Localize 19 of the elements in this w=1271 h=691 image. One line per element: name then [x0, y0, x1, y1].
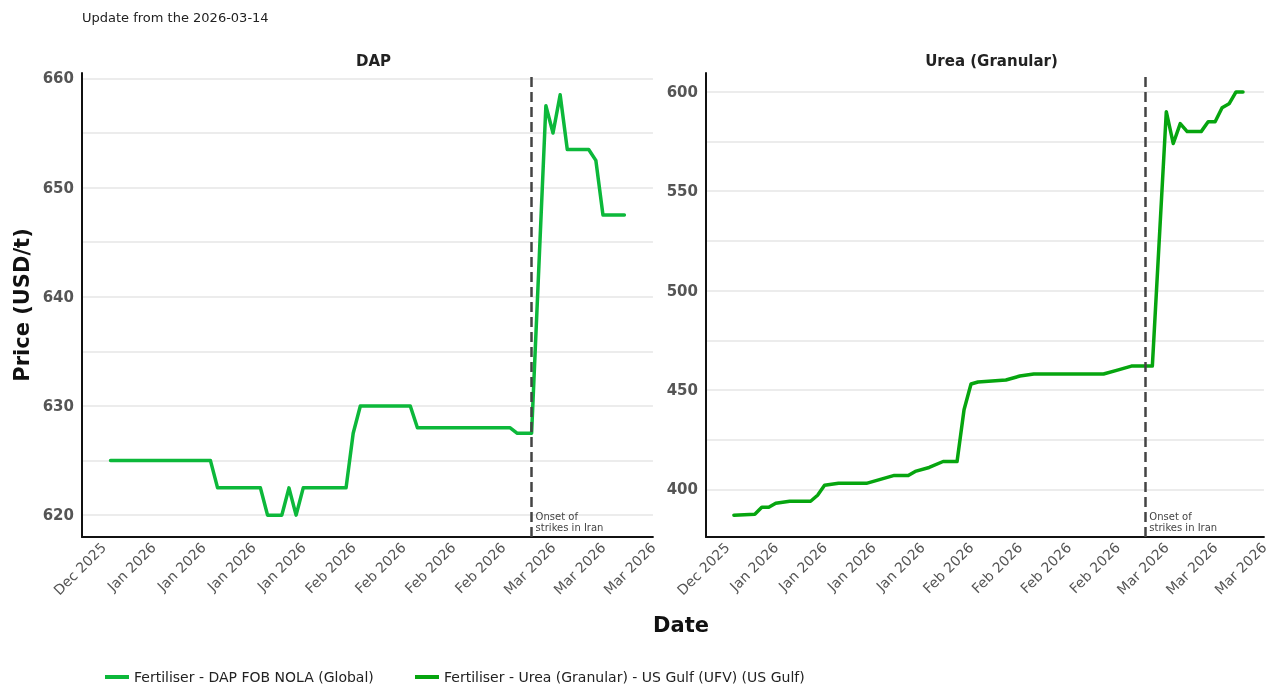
y-tick-label: 550: [666, 182, 698, 201]
y-tick-label: 640: [42, 287, 74, 306]
ref-line-label: Onset of strikes in Iran: [1149, 511, 1218, 533]
chart-title: DAP: [355, 51, 392, 70]
x-axis-title: Date: [653, 613, 709, 637]
y-tick-label: 500: [666, 281, 698, 300]
y-tick-label: 650: [42, 178, 74, 197]
text: Update from the 2026-03-14: [82, 10, 269, 25]
y-tick-label: 660: [42, 69, 74, 88]
y-axis-title: Price (USD/t): [10, 228, 34, 382]
chart-title: Urea (Granular): [925, 51, 1058, 70]
y-tick-label: 620: [42, 506, 74, 525]
ref-line-label: Onset of strikes in Iran: [535, 511, 604, 533]
y-tick-label: 600: [666, 82, 698, 101]
y-tick-label: 630: [42, 396, 74, 415]
legend-label: Fertiliser - Urea (Granular) - US Gulf (UFV) (US Gulf): [444, 669, 805, 685]
y-tick-label: 450: [666, 380, 698, 399]
legend-label: Fertiliser - DAP FOB NOLA (Global): [134, 669, 374, 685]
y-tick-label: 400: [666, 480, 698, 499]
